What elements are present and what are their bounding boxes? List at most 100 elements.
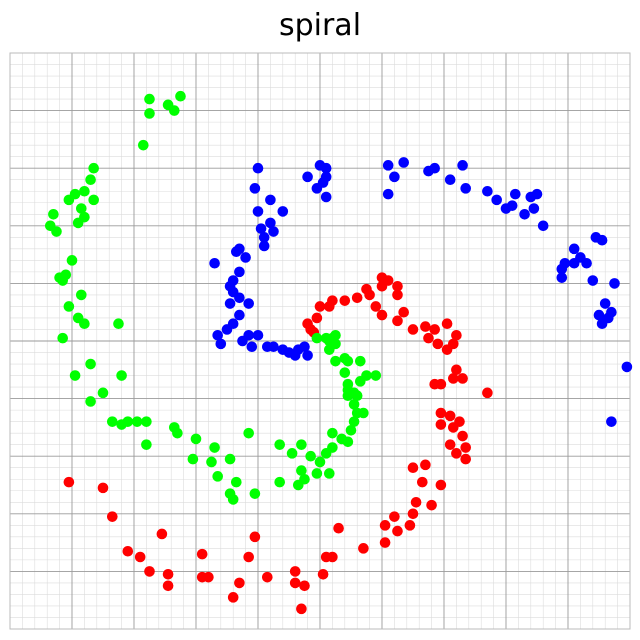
- data-point: [79, 185, 90, 197]
- data-point: [107, 511, 118, 522]
- data-point: [134, 551, 146, 563]
- data-point: [227, 592, 239, 603]
- data-point: [243, 427, 254, 439]
- data-point: [457, 160, 468, 171]
- data-point: [320, 191, 332, 203]
- data-point: [97, 482, 109, 494]
- data-point: [79, 318, 90, 330]
- data-point: [262, 571, 273, 583]
- data-point: [426, 499, 437, 511]
- data-point: [249, 531, 261, 543]
- data-point: [382, 188, 394, 200]
- data-point: [302, 350, 313, 361]
- data-point: [606, 416, 617, 427]
- data-point: [327, 427, 338, 439]
- data-point: [57, 332, 68, 344]
- data-point: [451, 329, 462, 341]
- data-point: [327, 442, 338, 453]
- data-point: [268, 226, 279, 237]
- data-point: [246, 341, 258, 353]
- data-point: [510, 188, 521, 200]
- data-point: [581, 257, 592, 269]
- data-point: [429, 324, 441, 335]
- data-point: [379, 537, 391, 548]
- data-point: [252, 329, 264, 341]
- data-point: [249, 183, 261, 194]
- data-point: [379, 520, 391, 531]
- data-point: [234, 577, 245, 589]
- data-point: [311, 312, 323, 324]
- plot-frame: [9, 52, 631, 630]
- data-point: [141, 439, 152, 450]
- data-point: [122, 545, 134, 557]
- data-point: [209, 257, 220, 269]
- data-point: [432, 338, 444, 350]
- data-point: [342, 436, 354, 448]
- data-point: [258, 240, 270, 252]
- data-point: [448, 373, 459, 384]
- data-point: [66, 255, 78, 266]
- data-point: [457, 430, 468, 442]
- data-point: [268, 341, 279, 353]
- data-point: [320, 551, 332, 563]
- data-point: [212, 329, 223, 341]
- data-point: [556, 263, 568, 275]
- data-point: [63, 194, 75, 206]
- data-point: [274, 439, 286, 450]
- data-point: [221, 324, 233, 335]
- data-point: [537, 220, 549, 232]
- data-point: [311, 183, 323, 194]
- data-point: [435, 407, 447, 419]
- data-point: [289, 577, 301, 589]
- data-point: [407, 462, 419, 474]
- data-point: [69, 370, 81, 381]
- data-point: [144, 108, 155, 119]
- data-point: [358, 543, 369, 554]
- data-point: [156, 528, 168, 540]
- data-point: [392, 289, 403, 301]
- chart-title: spiral: [278, 8, 362, 43]
- data-point: [162, 580, 174, 592]
- data-point: [85, 174, 96, 186]
- data-point: [255, 223, 267, 234]
- data-point: [296, 603, 307, 615]
- data-point: [587, 275, 599, 286]
- data-point: [243, 298, 254, 309]
- data-point: [196, 571, 208, 583]
- data-point: [76, 203, 87, 214]
- data-point: [63, 301, 75, 312]
- data-point: [231, 246, 242, 258]
- data-point: [286, 448, 298, 459]
- data-point: [85, 358, 96, 370]
- data-point: [212, 471, 223, 482]
- data-point: [277, 206, 289, 217]
- data-point: [305, 450, 317, 462]
- data-point: [249, 488, 261, 499]
- data-point: [76, 289, 87, 301]
- data-point: [482, 387, 493, 399]
- data-point: [568, 257, 580, 269]
- data-point: [324, 468, 335, 479]
- data-point: [169, 105, 180, 116]
- data-point: [491, 194, 503, 206]
- data-point: [599, 298, 611, 309]
- data-point: [196, 548, 208, 560]
- data-point: [398, 306, 410, 318]
- data-point: [317, 568, 329, 580]
- data-point: [339, 295, 351, 306]
- data-point: [342, 355, 354, 367]
- data-point: [454, 416, 465, 427]
- data-point: [311, 468, 323, 479]
- data-point: [609, 278, 620, 289]
- data-point: [215, 338, 227, 350]
- data-point: [107, 416, 118, 427]
- data-point: [144, 566, 155, 577]
- data-point: [51, 226, 62, 237]
- data-point: [88, 162, 99, 174]
- data-point: [333, 522, 344, 534]
- data-point: [113, 318, 124, 330]
- data-point: [274, 476, 286, 488]
- data-point: [175, 90, 186, 102]
- data-point: [227, 494, 239, 505]
- data-point: [407, 508, 419, 520]
